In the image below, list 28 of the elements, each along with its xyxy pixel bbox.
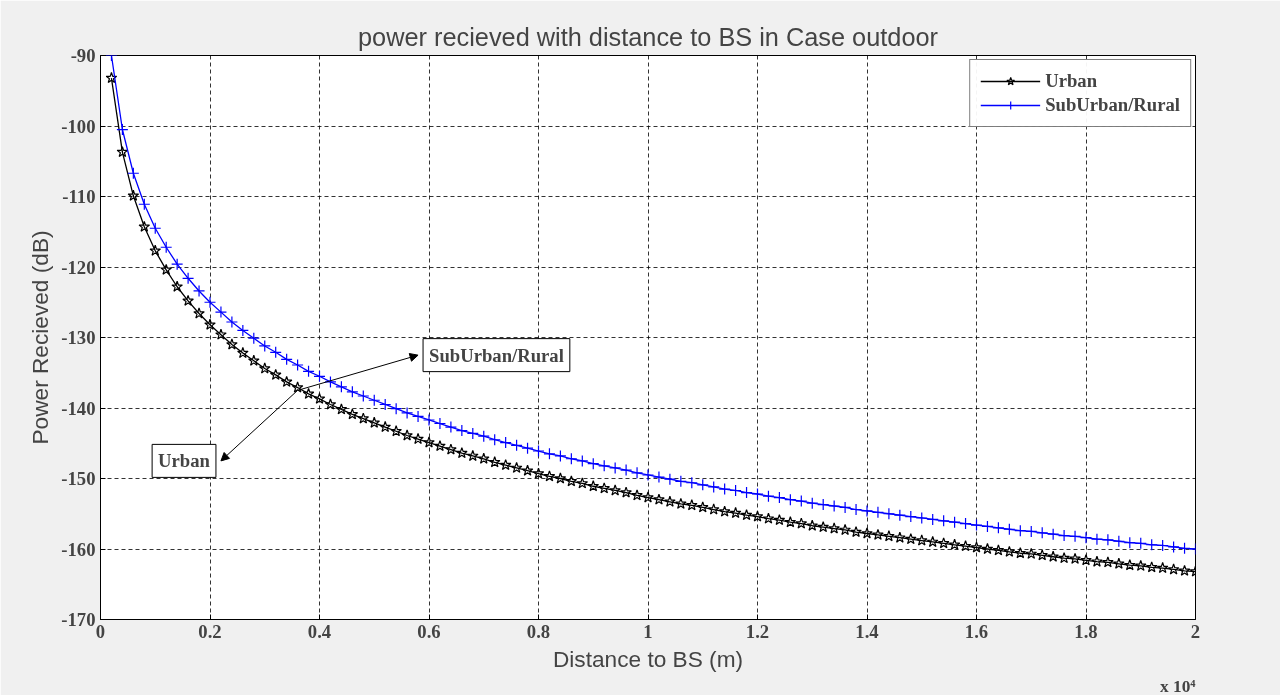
x-tick-label: 1.6 [964, 620, 989, 642]
y-tick-label: -90 [70, 45, 96, 66]
annotation: SubUrban/Rural [429, 344, 564, 366]
x-tick-label: 0.2 [198, 620, 222, 642]
y-tick-label: -100 [61, 115, 96, 137]
y-tick-label: -140 [61, 397, 96, 419]
x-tick-label: 1 [643, 620, 653, 642]
x-axis-title: Distance to BS (m) [552, 645, 744, 672]
x-tick-label: 0.8 [526, 620, 551, 642]
x-tick-label: 1.2 [745, 620, 770, 642]
text: x 10⁴ [1159, 676, 1197, 696]
y-tick-label: -120 [61, 256, 96, 278]
x-tick-label: 0 [95, 620, 106, 642]
chart-title: power recieved with distance to BS in Case outdoor [357, 22, 939, 51]
x-tick-label: 0.4 [307, 620, 332, 642]
x-tick-label: 1.4 [855, 620, 879, 642]
y-axis-title: Power Recieved (dB) [27, 230, 54, 445]
y-tick-label: -110 [62, 186, 96, 207]
legend-label: Urban [1045, 70, 1098, 92]
y-tick-label: -160 [61, 538, 96, 560]
y-tick-label: -150 [61, 468, 96, 489]
annotation: Urban [158, 450, 211, 472]
y-tick-label: -170 [61, 609, 96, 630]
x-tick-label: 1.8 [1074, 620, 1098, 642]
y-tick-label: -130 [61, 327, 96, 348]
legend-label: SubUrban/Rural [1045, 94, 1180, 116]
x-tick-label: 2 [1190, 620, 1201, 642]
x-tick-label: 0.6 [417, 620, 441, 642]
